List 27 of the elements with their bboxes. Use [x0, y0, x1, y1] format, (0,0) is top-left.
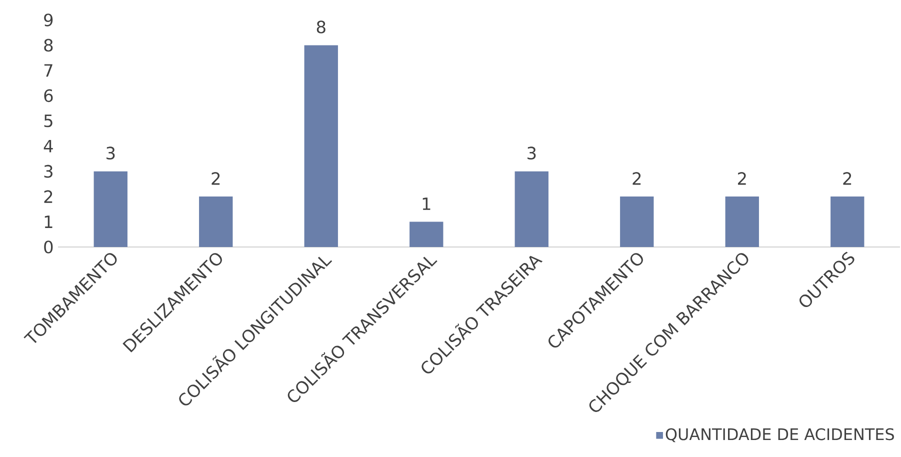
- legend-label: QUANTIDADE DE ACIDENTES: [666, 428, 894, 442]
- data-label: 8: [316, 20, 326, 34]
- bar: [620, 196, 654, 247]
- y-tick-label: 2: [44, 190, 52, 203]
- data-label: 2: [738, 172, 746, 185]
- bar: [410, 222, 444, 247]
- bar: [514, 171, 548, 247]
- data-label: 2: [212, 172, 220, 185]
- y-tick-label: 5: [44, 114, 52, 128]
- y-tick-label: 6: [44, 89, 53, 102]
- y-tick-label: 1: [44, 216, 52, 228]
- data-label: 3: [106, 146, 115, 160]
- data-label: 1: [422, 198, 430, 210]
- data-label: 3: [528, 146, 536, 160]
- data-label: 2: [632, 172, 641, 185]
- y-tick-label: 0: [44, 240, 53, 254]
- bar: [199, 196, 233, 247]
- data-label: 2: [843, 172, 852, 185]
- bar: [94, 171, 128, 247]
- y-tick-label: 7: [44, 64, 52, 77]
- bar: [304, 45, 338, 247]
- y-tick-label: 4: [44, 140, 53, 152]
- y-tick-label: 9: [44, 14, 53, 26]
- bar: [830, 196, 864, 247]
- bar: [725, 196, 759, 247]
- y-tick-label: 3: [44, 164, 52, 178]
- y-tick-label: 8: [44, 38, 53, 52]
